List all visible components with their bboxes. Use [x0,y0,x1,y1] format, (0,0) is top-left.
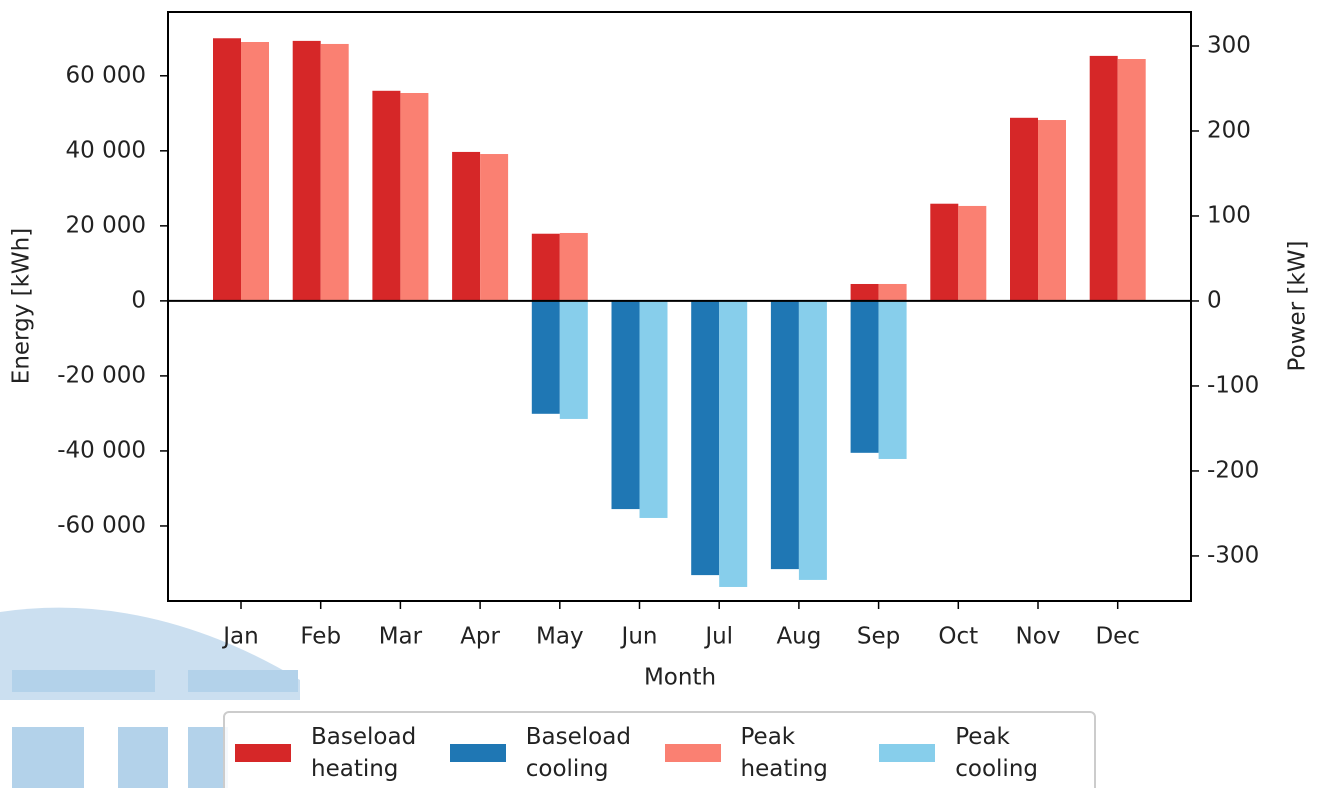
y2-tick-label: 200 [1207,117,1251,143]
bar [292,40,321,301]
bar [559,232,588,301]
plot-frame [167,11,1192,602]
y2-tick-label: 300 [1207,32,1251,58]
y-tick-label: 0 [131,287,146,313]
x-tick-label: Nov [1016,624,1061,650]
bar [320,43,349,301]
y-tick-label: 60 000 [66,62,146,88]
x-tick-label: Dec [1095,624,1140,650]
legend-label: Peak cooling [955,724,1038,782]
bar [1089,55,1118,301]
y2-tick-label: 100 [1207,202,1251,228]
legend-label: Baseload cooling [525,724,631,782]
legend-entry: Baseload heating [235,721,450,785]
x-tick-label: Oct [938,624,978,650]
legend-swatch [879,744,936,762]
x-tick-label: Aug [776,624,821,650]
y2-tick-label: -100 [1207,372,1259,398]
y2-tick-label: 0 [1207,287,1222,313]
bar [850,283,879,301]
bar [770,300,799,570]
legend-swatch [664,744,721,762]
x-tick-label: Mar [379,624,423,650]
bar [213,38,241,301]
bar [1117,59,1146,301]
bar [559,300,588,419]
legend-label: Baseload heating [311,724,417,782]
bar [798,300,827,580]
legend-entry: Peak heating [664,721,880,785]
bar [241,42,269,301]
bar [480,154,509,301]
bar [719,300,748,587]
y-tick-label: 20 000 [66,212,146,238]
legend-swatch [449,744,506,762]
x-axis-label: Month [644,665,716,691]
legend-swatch [235,744,291,762]
bar [878,300,907,459]
bar [850,300,879,453]
bar [400,92,429,301]
x-tick-label: Jan [221,624,258,650]
x-tick-label: Feb [300,624,341,650]
bar [531,233,560,301]
bar [639,300,668,518]
watermark [0,607,300,788]
y2-axis-label: Power [kW] [1285,241,1311,372]
y2-tick-label: -200 [1207,457,1259,483]
x-tick-label: May [536,624,584,650]
y-tick-label: -40 000 [57,437,146,463]
bar [1010,117,1038,301]
x-tick-label: Jun [620,624,658,650]
y-tick-label: 40 000 [66,137,146,163]
bar [930,203,959,301]
legend: Baseload heating Baseload cooling Peak hea… [223,711,1096,788]
bar [878,283,907,301]
bar [691,300,720,576]
y-tick-label: -60 000 [57,512,146,538]
x-tick-label: Sep [857,624,900,650]
bar [452,151,481,301]
x-tick-label: Apr [460,624,500,650]
bar [611,300,640,510]
bar [1038,120,1066,301]
bar [531,300,560,414]
legend-entry: Baseload cooling [449,721,665,785]
y-tick-label: -20 000 [57,362,146,388]
bar [372,90,401,301]
y2-tick-label: -300 [1207,542,1259,568]
legend-label: Peak heating [740,724,828,782]
y-axis-label: Energy [kWh] [9,228,35,384]
bar [958,205,987,301]
legend-entry: Peak cooling [879,721,1094,785]
x-tick-label: Jul [703,624,733,650]
